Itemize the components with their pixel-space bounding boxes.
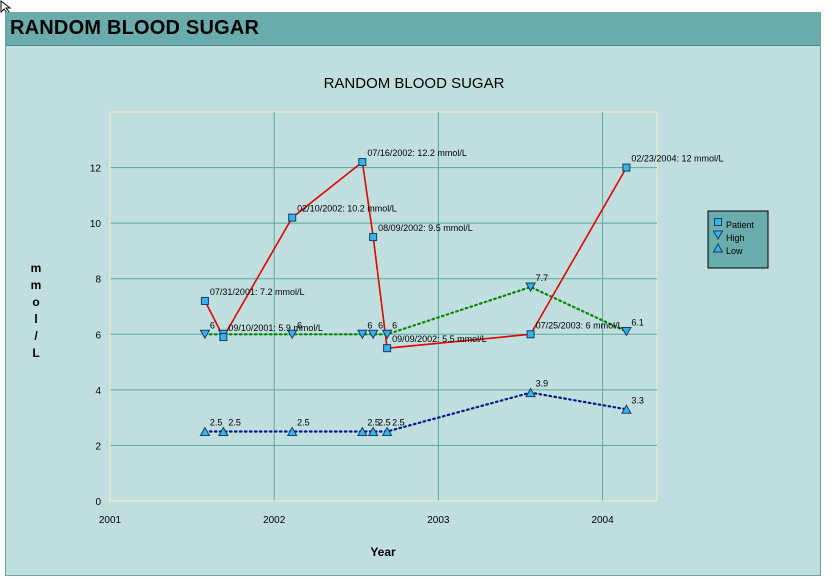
data-label-low: 2.5 — [210, 418, 223, 428]
plot-area — [109, 111, 658, 502]
data-label-patient: 09/10/2001: 5.9 mmol/L — [228, 323, 323, 333]
data-point-high — [199, 329, 211, 340]
data-point-patient — [622, 163, 631, 172]
x-tick-label: 2001 — [99, 515, 122, 526]
data-point-low — [218, 426, 229, 437]
legend-label-high: High — [726, 233, 745, 243]
data-label-low: 2.5 — [367, 418, 380, 428]
legend-marker-low — [712, 242, 724, 253]
data-point-low — [621, 404, 632, 414]
data-point-low — [199, 426, 211, 437]
data-label-patient: 07/16/2002: 12.2 mmol/L — [367, 148, 467, 158]
x-axis-label: Year — [370, 545, 396, 559]
y-tick-label: 6 — [95, 330, 101, 341]
data-point-low — [286, 426, 298, 437]
data-label-high: 6 — [297, 320, 302, 330]
data-label-patient: 08/09/2002: 9.5 mmol/L — [378, 223, 473, 233]
y-axis-label-char: / — [34, 329, 38, 343]
data-label-high: 6.1 — [631, 318, 644, 328]
data-point-low — [367, 426, 379, 437]
data-label-low: 2.5 — [392, 418, 405, 428]
data-label-high: 6 — [210, 320, 215, 330]
data-label-low: 2.5 — [378, 418, 391, 428]
data-label-low: 2.5 — [297, 418, 310, 428]
y-tick-label: 8 — [95, 275, 101, 286]
data-point-high — [367, 329, 379, 340]
data-label-high: 6 — [378, 320, 383, 330]
y-tick-label: 4 — [95, 386, 101, 397]
data-label-low: 3.3 — [631, 395, 644, 405]
legend-marker-high — [712, 230, 724, 241]
series-line-patient — [204, 160, 628, 350]
data-point-patient — [200, 296, 209, 305]
y-axis-label-char: l — [34, 312, 37, 326]
data-label-high: 7.7 — [536, 273, 549, 283]
chart-title: RANDOM BLOOD SUGAR — [324, 75, 505, 92]
data-point-high — [525, 282, 536, 293]
y-tick-label: 12 — [90, 164, 102, 175]
y-tick-label: 10 — [90, 219, 102, 230]
data-point-patient — [369, 233, 378, 242]
x-tick-label: 2004 — [591, 515, 614, 526]
y-tick-label: 2 — [95, 441, 101, 452]
data-point-patient — [526, 330, 535, 339]
data-point-low — [381, 426, 393, 437]
data-label-patient: 02/10/2002: 10.2 mmol/L — [297, 204, 397, 214]
data-point-patient — [358, 158, 367, 167]
x-tick-label: 2003 — [427, 515, 450, 526]
data-point-high — [357, 329, 368, 340]
window-title: RANDOM BLOOD SUGAR — [10, 17, 260, 39]
data-point-high — [286, 329, 298, 340]
window-titlebar: RANDOM BLOOD SUGAR — [6, 13, 820, 46]
data-label-patient: 02/23/2004: 12 mmol/L — [631, 154, 723, 164]
legend-label-low: Low — [726, 246, 743, 256]
data-point-low — [525, 387, 536, 398]
y-axis-label-char: o — [32, 295, 39, 309]
data-label-high: 6 — [367, 320, 372, 330]
y-axis-label-char: m — [31, 261, 42, 275]
y-axis-label-char: L — [32, 346, 39, 360]
y-axis-label-char: m — [31, 278, 42, 292]
data-point-high — [621, 327, 632, 337]
data-point-patient — [383, 344, 392, 353]
data-point-low — [357, 426, 368, 437]
series-line-low — [203, 391, 628, 433]
x-tick-label: 2002 — [263, 515, 286, 526]
y-tick-label: 0 — [95, 497, 101, 508]
data-label-high: 6 — [392, 320, 397, 330]
data-label-low: 2.5 — [228, 418, 241, 428]
data-label-low: 3.9 — [536, 379, 549, 389]
data-label-patient: 07/31/2001: 7.2 mmol/L — [210, 287, 305, 297]
data-point-patient — [288, 213, 297, 222]
data-point-patient — [219, 333, 228, 342]
data-point-high — [381, 329, 393, 340]
data-label-patient: 07/25/2003: 6 mmol/L — [536, 320, 623, 330]
series-line-high — [203, 285, 628, 336]
legend-marker-patient — [714, 218, 722, 226]
data-label-patient: 09/09/2002: 5.5 mmol/L — [392, 334, 487, 344]
legend-label-patient: Patient — [726, 220, 755, 230]
